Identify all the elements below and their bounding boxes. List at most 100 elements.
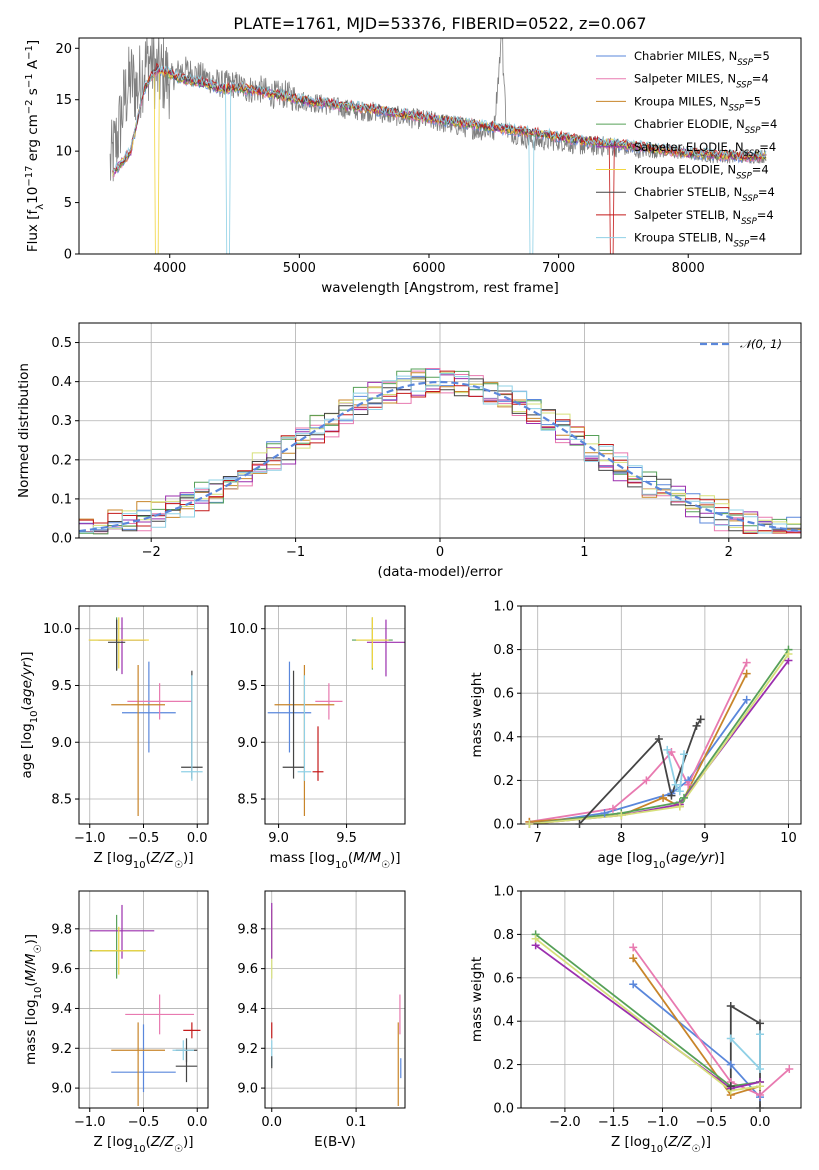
x-label-part: )]: [700, 1134, 711, 1150]
y-tick-label: 0.6: [493, 971, 514, 986]
point-marker: [756, 1030, 765, 1039]
x-label-part: (: [665, 850, 670, 866]
legend-label: Salpeter STELIB, NSSP=4: [634, 208, 774, 227]
plot-area: [267, 617, 405, 817]
point-marker: [629, 943, 638, 952]
legend-label: Salpeter ELODIE, NSSP=4: [634, 140, 776, 159]
legend-text: =5: [744, 94, 761, 108]
y-tick-label: 0.8: [493, 928, 514, 943]
point-marker: [642, 776, 651, 785]
point-marker: [742, 658, 751, 667]
y-tick-label: 0.2: [493, 1058, 514, 1073]
legend-label: Kroupa MILES, NSSP=5: [634, 94, 761, 113]
x-axis-label: age [log10(age/yr)]: [597, 850, 724, 871]
y-tick-label: 0.1: [51, 492, 72, 507]
point-marker: [684, 780, 693, 789]
point-marker: [679, 793, 688, 802]
legend-text: Kroupa STELIB, N: [634, 231, 734, 245]
legend-sub: SSP: [736, 172, 752, 182]
x-tick-label: 0.1: [346, 1115, 367, 1130]
x-tick-label: 5000: [283, 261, 316, 276]
panel-6: 0.0 0.1 9.0 9.2 9.4 9.6 9.8 E(B-V): [237, 890, 406, 1150]
x-tick-label: −2: [142, 545, 161, 560]
y-axis-label: age [log10(age/yr)]: [19, 651, 40, 778]
x-axis-label: Z [log10(Z/Z☉)]: [611, 1134, 711, 1155]
point-marker: [742, 695, 751, 704]
legend-sub: SSP: [741, 217, 757, 227]
y-label-part: −2: [24, 99, 35, 114]
legend-label: Chabrier MILES, NSSP=5: [634, 49, 770, 68]
x-label-part: mass [log: [269, 850, 335, 866]
x-label-part: Z [log: [94, 850, 133, 866]
x-tick-label: −1.0: [647, 1115, 679, 1130]
y-axis-label: Normed distribution: [16, 363, 32, 498]
y-tick-label: 0.2: [493, 774, 514, 789]
y-tick-label: 1.0: [493, 600, 514, 615]
x-tick-label: 0.0: [187, 1115, 208, 1130]
y-label-part: ]: [25, 40, 41, 45]
legend-text: =4: [752, 163, 769, 177]
point-marker: [679, 750, 688, 759]
y-tick-label: 0.3: [51, 414, 72, 429]
point-marker: [600, 809, 609, 818]
y-label-part: −17: [24, 166, 35, 187]
legend-text: =4: [752, 72, 769, 86]
y-label-part: −1: [24, 73, 35, 88]
x-tick-label: −1: [286, 545, 305, 560]
x-axis-label: Z [log10(Z/Z☉)]: [94, 850, 194, 871]
point-marker: [654, 734, 663, 743]
x-axis-label: (data-model)/error: [377, 564, 503, 580]
legend-label: Chabrier ELODIE, NSSP=4: [634, 117, 777, 136]
x-tick-label: 6000: [412, 261, 445, 276]
legend-label: 𝒩(0, 1): [740, 337, 782, 351]
x-label-part: Z/Z: [150, 1134, 175, 1150]
y-tick-label: 5: [64, 196, 72, 211]
y-label-part: mass weight: [469, 672, 485, 757]
x-axis-label: mass [log10(M/M☉)]: [269, 850, 400, 871]
y-tick-label: 1.0: [493, 885, 514, 900]
y-tick-label: 9.6: [51, 962, 72, 977]
x-label-part: 10: [335, 860, 348, 871]
point-marker: [617, 811, 626, 820]
y-axis-label: mass [log10(M/M☉)]: [23, 934, 44, 1065]
y-tick-label: 0.2: [51, 453, 72, 468]
x-label-part: )]: [390, 850, 401, 866]
point-marker: [756, 1019, 765, 1028]
legend-sub: SSP: [744, 149, 760, 159]
x-label-part: 10: [133, 1144, 146, 1155]
legend-text: =4: [749, 231, 766, 245]
x-label-part: 10: [133, 860, 146, 871]
x-tick-label: 1: [580, 545, 588, 560]
histogram-series: [79, 372, 801, 534]
y-tick-label: 0.0: [493, 1102, 514, 1117]
point-marker: [726, 1034, 735, 1043]
point-marker: [756, 1064, 765, 1073]
plot-area: [109, 38, 767, 254]
point-marker: [756, 1090, 765, 1099]
y-axis-label: mass weight: [469, 957, 485, 1042]
x-label-part: )]: [183, 850, 194, 866]
x-label-part: E(B-V): [314, 1134, 356, 1150]
axes-frame: [264, 890, 406, 1109]
x-label-part: ☉: [174, 1144, 183, 1155]
x-axis-label: E(B-V): [314, 1134, 356, 1150]
x-label-part: age/yr: [671, 850, 716, 866]
y-label-part: 10: [25, 187, 41, 204]
y-label-part: s: [25, 88, 41, 99]
y-label-part: A: [25, 59, 41, 73]
legend-text: =4: [760, 117, 777, 131]
axes-frame: [520, 890, 802, 1109]
panel-2: −1.0 −0.5 0.08.59.09.510.0Z [log10(Z/Z☉)]a…: [19, 605, 209, 871]
y-tick-label: 9.0: [237, 736, 258, 751]
y-tick-label: 10.0: [43, 622, 72, 637]
x-tick-label: 2: [725, 545, 733, 560]
legend-sub: SSP: [737, 58, 753, 68]
legend-label: Kroupa ELODIE, NSSP=4: [634, 163, 769, 182]
x-tick-label: 9.0: [268, 831, 289, 846]
point-marker: [692, 721, 701, 730]
y-label-part: mass weight: [469, 957, 485, 1042]
y-label-part: erg cm: [25, 114, 41, 165]
y-tick-label: 0.5: [51, 336, 72, 351]
x-label-part: ☉: [381, 860, 390, 871]
